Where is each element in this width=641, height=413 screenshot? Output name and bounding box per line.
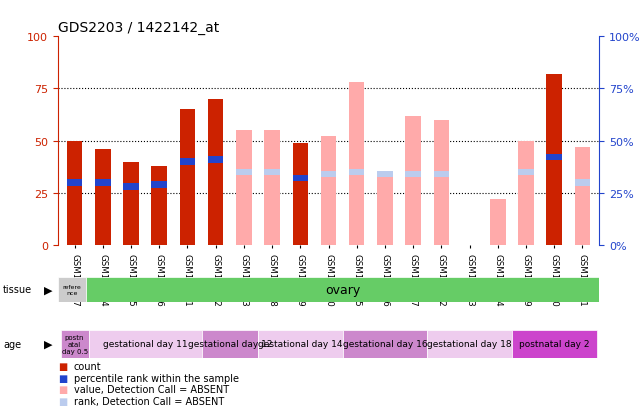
Bar [151,166,167,245]
Bar [58,277,86,302]
Bar [67,180,83,186]
Text: postn
atal
day 0.5: postn atal day 0.5 [62,334,88,354]
Text: ■: ■ [58,396,67,406]
Bar [179,110,196,245]
Text: gestational day 18: gestational day 18 [428,339,512,349]
Bar [349,83,365,245]
Bar [236,169,252,176]
Bar [320,171,337,178]
Bar [518,169,534,176]
Text: ■: ■ [58,361,67,371]
Bar [320,137,337,245]
Text: refere
nce: refere nce [62,285,81,295]
Text: ▶: ▶ [44,339,52,349]
Text: gestational day 12: gestational day 12 [188,339,272,349]
Bar [574,180,590,186]
Text: ovary: ovary [325,283,360,296]
Bar [201,330,258,358]
Bar [123,184,139,190]
Bar [349,169,365,176]
Bar [208,100,224,245]
Bar [67,141,83,245]
Bar [258,330,343,358]
Text: ■: ■ [58,385,67,394]
Bar [428,330,512,358]
Bar [95,150,111,245]
Bar [574,147,590,245]
Bar [208,157,224,163]
Text: age: age [3,339,21,349]
Bar [405,171,421,178]
Bar [546,75,562,245]
Text: gestational day 16: gestational day 16 [343,339,428,349]
Bar [405,116,421,245]
Bar [292,176,308,182]
Bar [236,131,252,245]
Bar [343,330,428,358]
Bar [264,131,280,245]
Text: rank, Detection Call = ABSENT: rank, Detection Call = ABSENT [74,396,224,406]
Bar [546,155,562,161]
Bar [123,162,139,245]
Bar [377,173,393,245]
Text: tissue: tissue [3,285,32,295]
Bar [518,141,534,245]
Text: ■: ■ [58,373,67,383]
Text: value, Detection Call = ABSENT: value, Detection Call = ABSENT [74,385,229,394]
Text: ▶: ▶ [44,285,52,295]
Bar [292,143,308,245]
Text: percentile rank within the sample: percentile rank within the sample [74,373,238,383]
Bar [60,330,88,358]
Text: postnatal day 2: postnatal day 2 [519,339,590,349]
Bar [151,182,167,188]
Bar [433,171,449,178]
Bar [490,199,506,245]
Bar [88,330,201,358]
Bar [512,330,597,358]
Bar [264,169,280,176]
Bar [179,159,196,165]
Bar [433,121,449,245]
Text: gestational day 11: gestational day 11 [103,339,187,349]
Text: gestational day 14: gestational day 14 [258,339,342,349]
Bar [95,180,111,186]
Text: count: count [74,361,101,371]
Text: GDS2203 / 1422142_at: GDS2203 / 1422142_at [58,21,219,35]
Bar [377,171,393,178]
